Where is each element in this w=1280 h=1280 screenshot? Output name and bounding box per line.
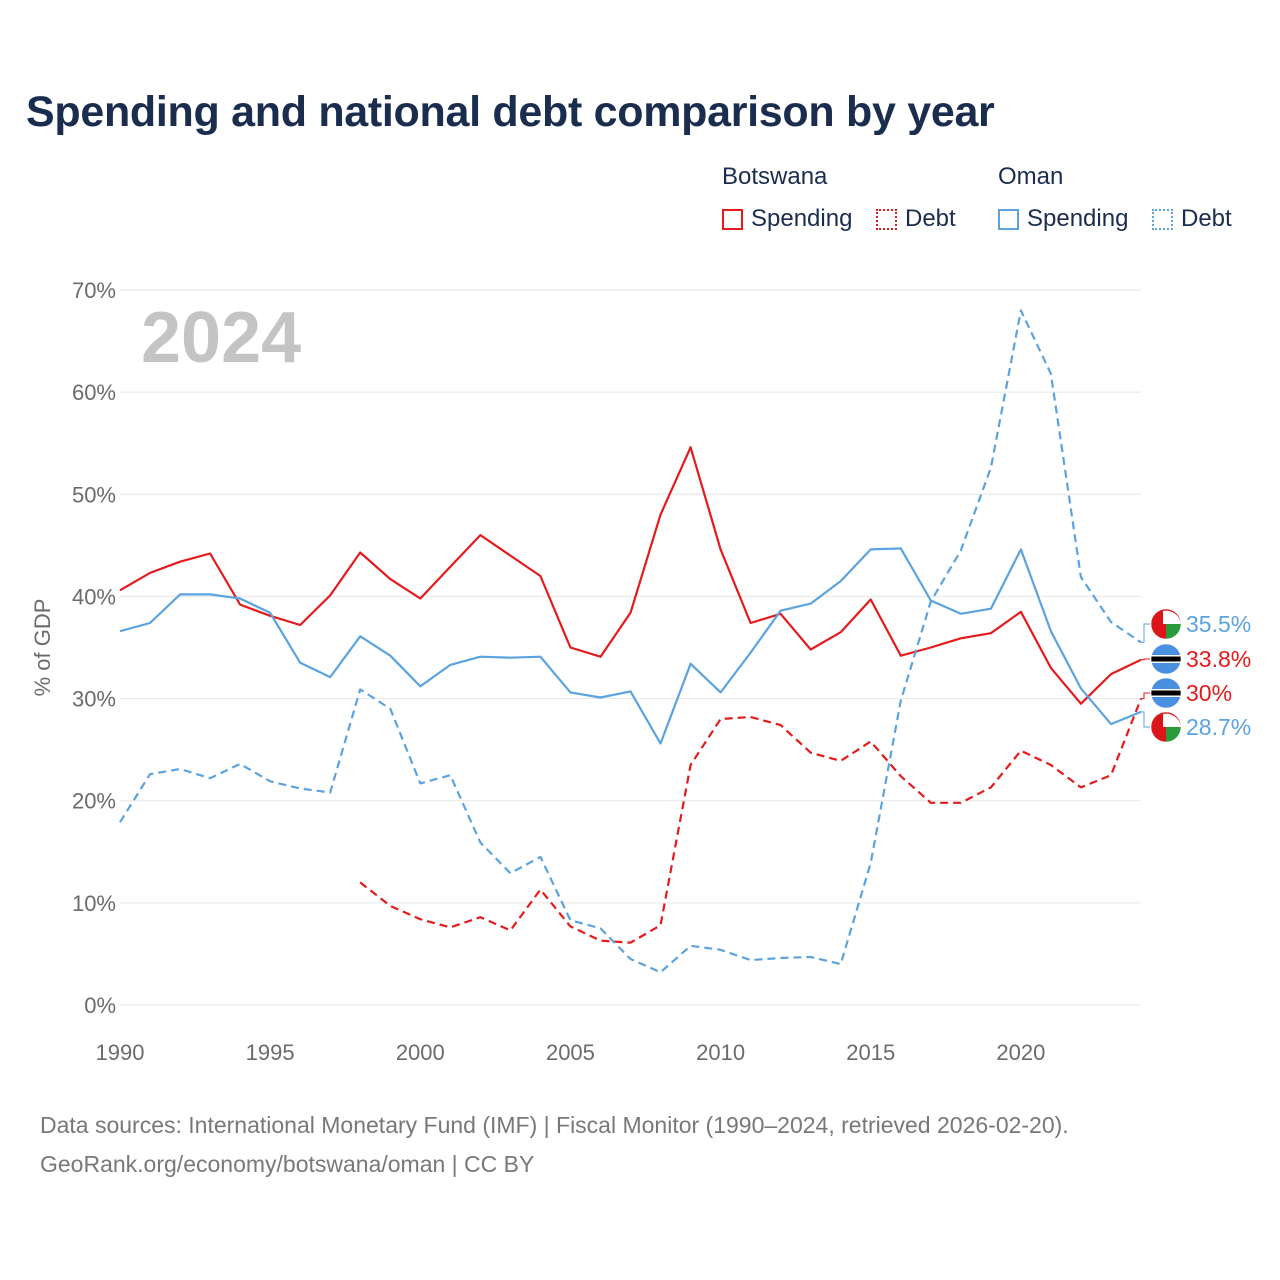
- legend-item-oman-spending[interactable]: Spending: [998, 205, 1128, 233]
- y-tick-label: 40%: [72, 584, 116, 609]
- label-connector: [1141, 692, 1150, 700]
- legend-item-label: Debt: [905, 205, 956, 232]
- end-value-label: 28.7%: [1186, 714, 1251, 740]
- legend-country-label: Oman: [998, 163, 1064, 190]
- solid-swatch-icon: [722, 208, 743, 230]
- y-tick-label: 50%: [72, 482, 116, 507]
- chart-footer: Data sources: International Monetary Fun…: [40, 1106, 1069, 1184]
- year-watermark: 2024: [141, 298, 301, 378]
- flag-border: [1150, 711, 1182, 743]
- y-tick-label: 30%: [72, 687, 116, 712]
- flag-stripe: [1163, 713, 1181, 727]
- flag-stripe: [1151, 690, 1181, 696]
- x-tick-label: 2020: [996, 1040, 1045, 1065]
- dotted-swatch-icon: [1152, 208, 1173, 230]
- flag-border: [1150, 677, 1182, 709]
- flag-stripe: [1151, 624, 1166, 639]
- legend-item-botswana-spending[interactable]: Spending: [722, 205, 852, 233]
- flag-stripe: [1166, 624, 1181, 639]
- y-tick-label: 10%: [72, 891, 116, 916]
- x-tick-label: 2000: [396, 1040, 445, 1065]
- x-tick-label: 1990: [96, 1040, 145, 1065]
- dotted-swatch-icon: [876, 208, 897, 230]
- y-tick-label: 60%: [72, 380, 116, 405]
- flag-border: [1150, 643, 1182, 675]
- flag-stripe: [1166, 727, 1181, 742]
- legend-country-label: Botswana: [722, 163, 828, 190]
- label-connector: [1141, 658, 1150, 661]
- end-value-label: 33.8%: [1186, 646, 1251, 672]
- flag-stripe: [1151, 727, 1166, 742]
- series-line-botswana-spending: [119, 446, 1142, 705]
- credit-link[interactable]: GeoRank.org/economy/botswana/oman | CC B…: [40, 1151, 535, 1177]
- flag-stripe: [1163, 610, 1181, 624]
- legend-item-label: Debt: [1181, 205, 1232, 232]
- series-line-oman-spending: [119, 547, 1142, 745]
- y-tick-label: 20%: [72, 789, 116, 814]
- data-sources-text: Data sources: International Monetary Fun…: [40, 1112, 1069, 1138]
- legend-item-label: Spending: [751, 205, 853, 232]
- line-chart: 0% 10% 20% 30% 40% 50% 60% 70% 1990 1995 2000 2005 2…: [30, 278, 1251, 1065]
- series-line-oman-debt: [119, 309, 1142, 974]
- x-tick-label: 1995: [246, 1040, 295, 1065]
- y-tick-label: 70%: [72, 278, 116, 303]
- legend-item-botswana-debt[interactable]: Debt: [876, 205, 956, 233]
- legend-item-oman-debt[interactable]: Debt: [1152, 205, 1232, 233]
- label-connector: [1141, 623, 1150, 643]
- y-axis-label: % of GDP: [30, 599, 55, 697]
- series-line-botswana-debt: [359, 698, 1143, 944]
- x-tick-label: 2015: [846, 1040, 895, 1065]
- end-value-label: 30%: [1186, 680, 1232, 706]
- label-connector: [1141, 711, 1150, 728]
- flag-border: [1150, 608, 1182, 640]
- legend-item-label: Spending: [1027, 205, 1129, 232]
- chart-title: Spending and national debt comparison by…: [26, 88, 995, 136]
- x-tick-label: 2010: [696, 1040, 745, 1065]
- end-value-label: 35.5%: [1186, 611, 1251, 637]
- y-tick-label: 0%: [84, 993, 116, 1018]
- x-tick-label: 2005: [546, 1040, 595, 1065]
- solid-swatch-icon: [998, 208, 1019, 230]
- flag-stripe: [1151, 656, 1181, 662]
